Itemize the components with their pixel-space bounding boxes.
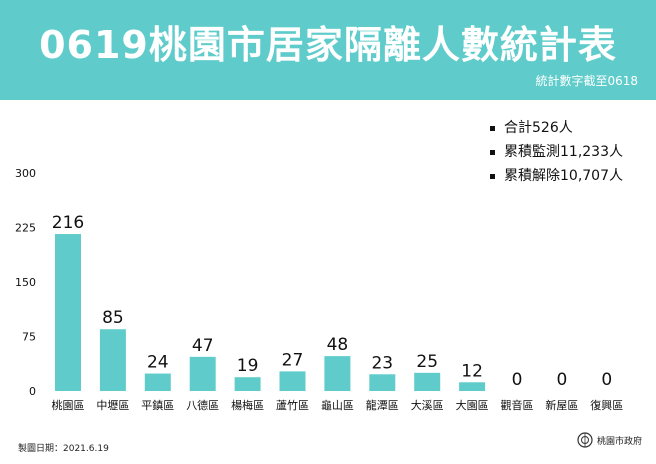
header-banner: 0619桃園市居家隔離人數統計表 統計數字截至0618 bbox=[0, 0, 656, 100]
x-tick-label: 觀音區 bbox=[501, 398, 534, 412]
bar-chart: 0 75 150 225 300 216 85 24 47 19 27 48 23 25 12 0 0 0 桃園… bbox=[15, 167, 624, 412]
government-logo: 桃園市政府 bbox=[577, 432, 642, 448]
bar bbox=[324, 356, 351, 391]
x-tick-label: 復興區 bbox=[590, 399, 623, 412]
summary-item-total: 合計526人 bbox=[490, 116, 623, 140]
x-tick-label: 蘆竹區 bbox=[276, 398, 309, 412]
bar-value-label: 0 bbox=[512, 370, 523, 390]
summary-item-monitored: 累積監測11,233人 bbox=[490, 140, 623, 164]
x-tick-label: 平鎮區 bbox=[141, 398, 174, 412]
x-tick-label: 八德區 bbox=[186, 398, 219, 412]
bar-value-label: 25 bbox=[416, 352, 438, 372]
bar-value-label: 24 bbox=[147, 353, 169, 373]
y-tick-label: 75 bbox=[22, 331, 36, 344]
x-tick-label: 中壢區 bbox=[96, 398, 129, 412]
bar-value-label: 85 bbox=[102, 308, 124, 328]
x-tick-label: 大園區 bbox=[456, 398, 489, 412]
x-tick-label: 桃園區 bbox=[52, 398, 85, 412]
summary-monitored-label: 累積監測11,233人 bbox=[504, 144, 623, 160]
summary-list: 合計526人 累積監測11,233人 累積解除10,707人 bbox=[490, 116, 623, 188]
city-seal-icon bbox=[577, 432, 593, 448]
bars bbox=[55, 234, 486, 391]
bullet-icon bbox=[490, 125, 495, 131]
bar bbox=[459, 382, 486, 391]
summary-released-label: 累積解除10,707人 bbox=[504, 168, 623, 184]
bar-value-label: 23 bbox=[371, 353, 393, 373]
bullet-icon bbox=[490, 173, 495, 179]
bar-value-label: 0 bbox=[556, 370, 567, 390]
y-tick-label: 0 bbox=[29, 385, 36, 398]
x-tick-label: 新屋區 bbox=[545, 398, 578, 412]
bar-value-label: 48 bbox=[327, 335, 349, 355]
bar bbox=[414, 372, 441, 391]
bar bbox=[279, 371, 306, 391]
bar bbox=[369, 374, 396, 391]
x-tick-label: 楊梅區 bbox=[231, 398, 264, 412]
bar bbox=[189, 356, 216, 391]
bar-value-label: 27 bbox=[282, 350, 304, 370]
y-axis: 0 75 150 225 300 bbox=[15, 167, 36, 398]
chart-date: 製圖日期：2021.6.19 bbox=[18, 444, 109, 454]
y-tick-label: 150 bbox=[15, 276, 36, 289]
data-labels: 216 85 24 47 19 27 48 23 25 12 0 0 0 bbox=[52, 213, 612, 390]
x-tick-label: 龜山區 bbox=[321, 399, 354, 412]
y-tick-label: 300 bbox=[15, 167, 36, 180]
bar bbox=[55, 234, 81, 391]
bullet-icon bbox=[490, 149, 495, 155]
bar bbox=[144, 373, 171, 391]
summary-total-label: 合計526人 bbox=[504, 120, 573, 136]
x-tick-label: 龍潭區 bbox=[366, 398, 399, 412]
x-tick-label: 大溪區 bbox=[411, 398, 444, 412]
bar-value-label: 19 bbox=[237, 356, 259, 376]
data-cutoff-note: 統計數字截至0618 bbox=[535, 74, 638, 88]
bar bbox=[99, 329, 126, 391]
bar-value-label: 0 bbox=[601, 370, 612, 390]
bar-value-label: 216 bbox=[52, 213, 84, 233]
page-title: 0619桃園市居家隔離人數統計表 bbox=[39, 23, 617, 67]
government-name: 桃園市政府 bbox=[596, 436, 642, 447]
bar-value-label: 47 bbox=[192, 336, 214, 356]
summary-item-released: 累積解除10,707人 bbox=[490, 164, 623, 188]
x-axis: 桃園區 中壢區 平鎮區 八德區 楊梅區 蘆竹區 龜山區 龍潭區 大溪區 大園區 觀音區 新屋區 復興區 bbox=[52, 398, 624, 412]
bar bbox=[234, 377, 261, 391]
bar-value-label: 12 bbox=[461, 361, 483, 381]
y-tick-label: 225 bbox=[15, 222, 36, 235]
